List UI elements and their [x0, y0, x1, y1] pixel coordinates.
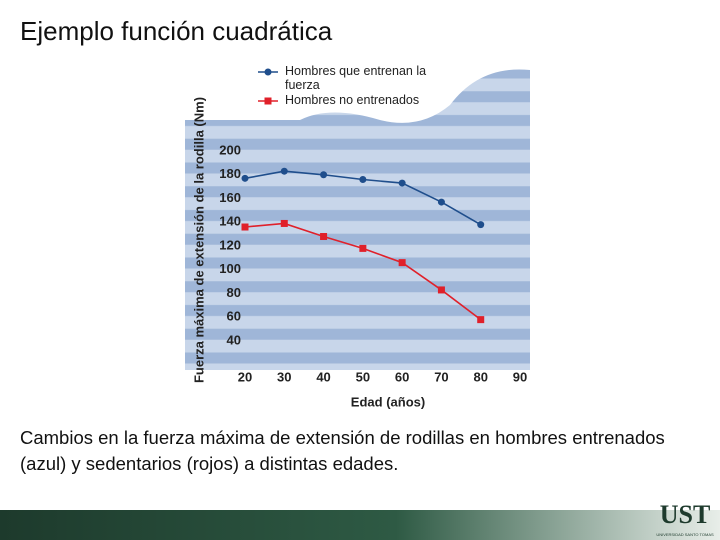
- y-tick-label: 60: [227, 309, 241, 324]
- x-tick-label: 90: [513, 369, 527, 384]
- marker: [320, 171, 328, 179]
- marker: [437, 198, 445, 206]
- logo-subtitle: UNIVERSIDAD SANTO TOMAS: [656, 532, 714, 537]
- x-tick-label: 50: [356, 369, 370, 384]
- marker: [280, 219, 288, 227]
- y-tick-label: 140: [219, 214, 241, 229]
- y-tick-label: 180: [219, 166, 241, 181]
- x-tick-label: 80: [473, 369, 487, 384]
- logo: UST: [660, 500, 711, 529]
- y-tick-label: 80: [227, 285, 241, 300]
- x-axis-label: Edad (años): [351, 394, 425, 409]
- marker: [437, 286, 445, 294]
- y-axis-label: Fuerza máxima de extensión de la rodilla…: [191, 97, 206, 383]
- legend-label: Hombres no entrenados: [285, 93, 420, 107]
- x-tick-label: 20: [238, 369, 252, 384]
- marker: [398, 179, 406, 187]
- x-tick-label: 40: [316, 369, 330, 384]
- footer-bar: [0, 510, 720, 540]
- marker: [359, 244, 367, 252]
- marker: [398, 259, 406, 267]
- marker: [477, 316, 485, 324]
- marker: [320, 233, 328, 241]
- y-tick-label: 200: [219, 142, 241, 157]
- legend-swatch: [264, 97, 272, 105]
- legend-swatch: [264, 68, 272, 76]
- marker: [241, 223, 249, 231]
- chart-top-wave: [185, 60, 530, 123]
- y-tick-label: 120: [219, 237, 241, 252]
- marker: [477, 221, 485, 229]
- marker: [280, 167, 288, 175]
- marker: [359, 176, 367, 184]
- y-tick-label: 40: [227, 332, 241, 347]
- legend-label: Hombres que entrenan la fuerza: [285, 64, 427, 92]
- y-tick-label: 100: [219, 261, 241, 276]
- x-tick-label: 60: [395, 369, 409, 384]
- marker: [241, 174, 249, 182]
- x-tick-label: 70: [434, 369, 448, 384]
- caption: Cambios en la fuerza máxima de extensión…: [20, 427, 665, 474]
- y-tick-label: 160: [219, 190, 241, 205]
- plot-background: [185, 69, 530, 370]
- x-tick-label: 30: [277, 369, 291, 384]
- slide-title: Ejemplo función cuadrática: [20, 16, 333, 46]
